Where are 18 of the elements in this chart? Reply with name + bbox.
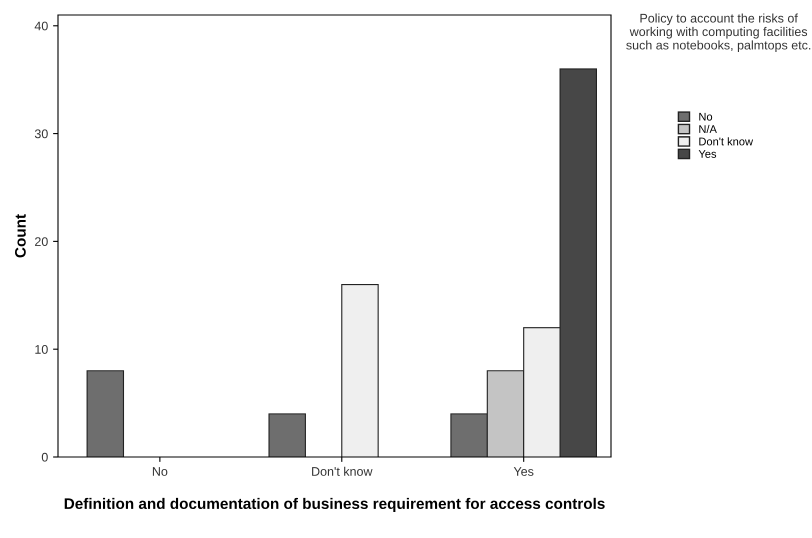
legend-title: Policy to account the risks of working with computing facilities such as notebooks, palmtops etc. [626,13,810,52]
x-tick-label: Don't know [312,466,373,476]
legend-label: Don't know [699,137,754,146]
x-tick-label: No [152,467,168,476]
legend-label: No [699,112,712,121]
y-tick-label: 0 [42,452,48,462]
y-tick-label: 20 [35,237,48,246]
legend-label: N/A [699,124,717,134]
bar [268,413,306,457]
y-tick-label: 40 [34,22,48,30]
x-axis-title: Definition and documentation of business requirement for access controls [64,498,605,512]
legend-label: Yes [698,150,716,158]
bar [86,370,124,457]
x-tick-label: Yes [514,467,534,476]
bar [341,284,379,457]
y-axis-title: Count [14,214,26,258]
y-tick-label: 10 [35,344,48,354]
y-tick-label: 30 [34,129,48,138]
